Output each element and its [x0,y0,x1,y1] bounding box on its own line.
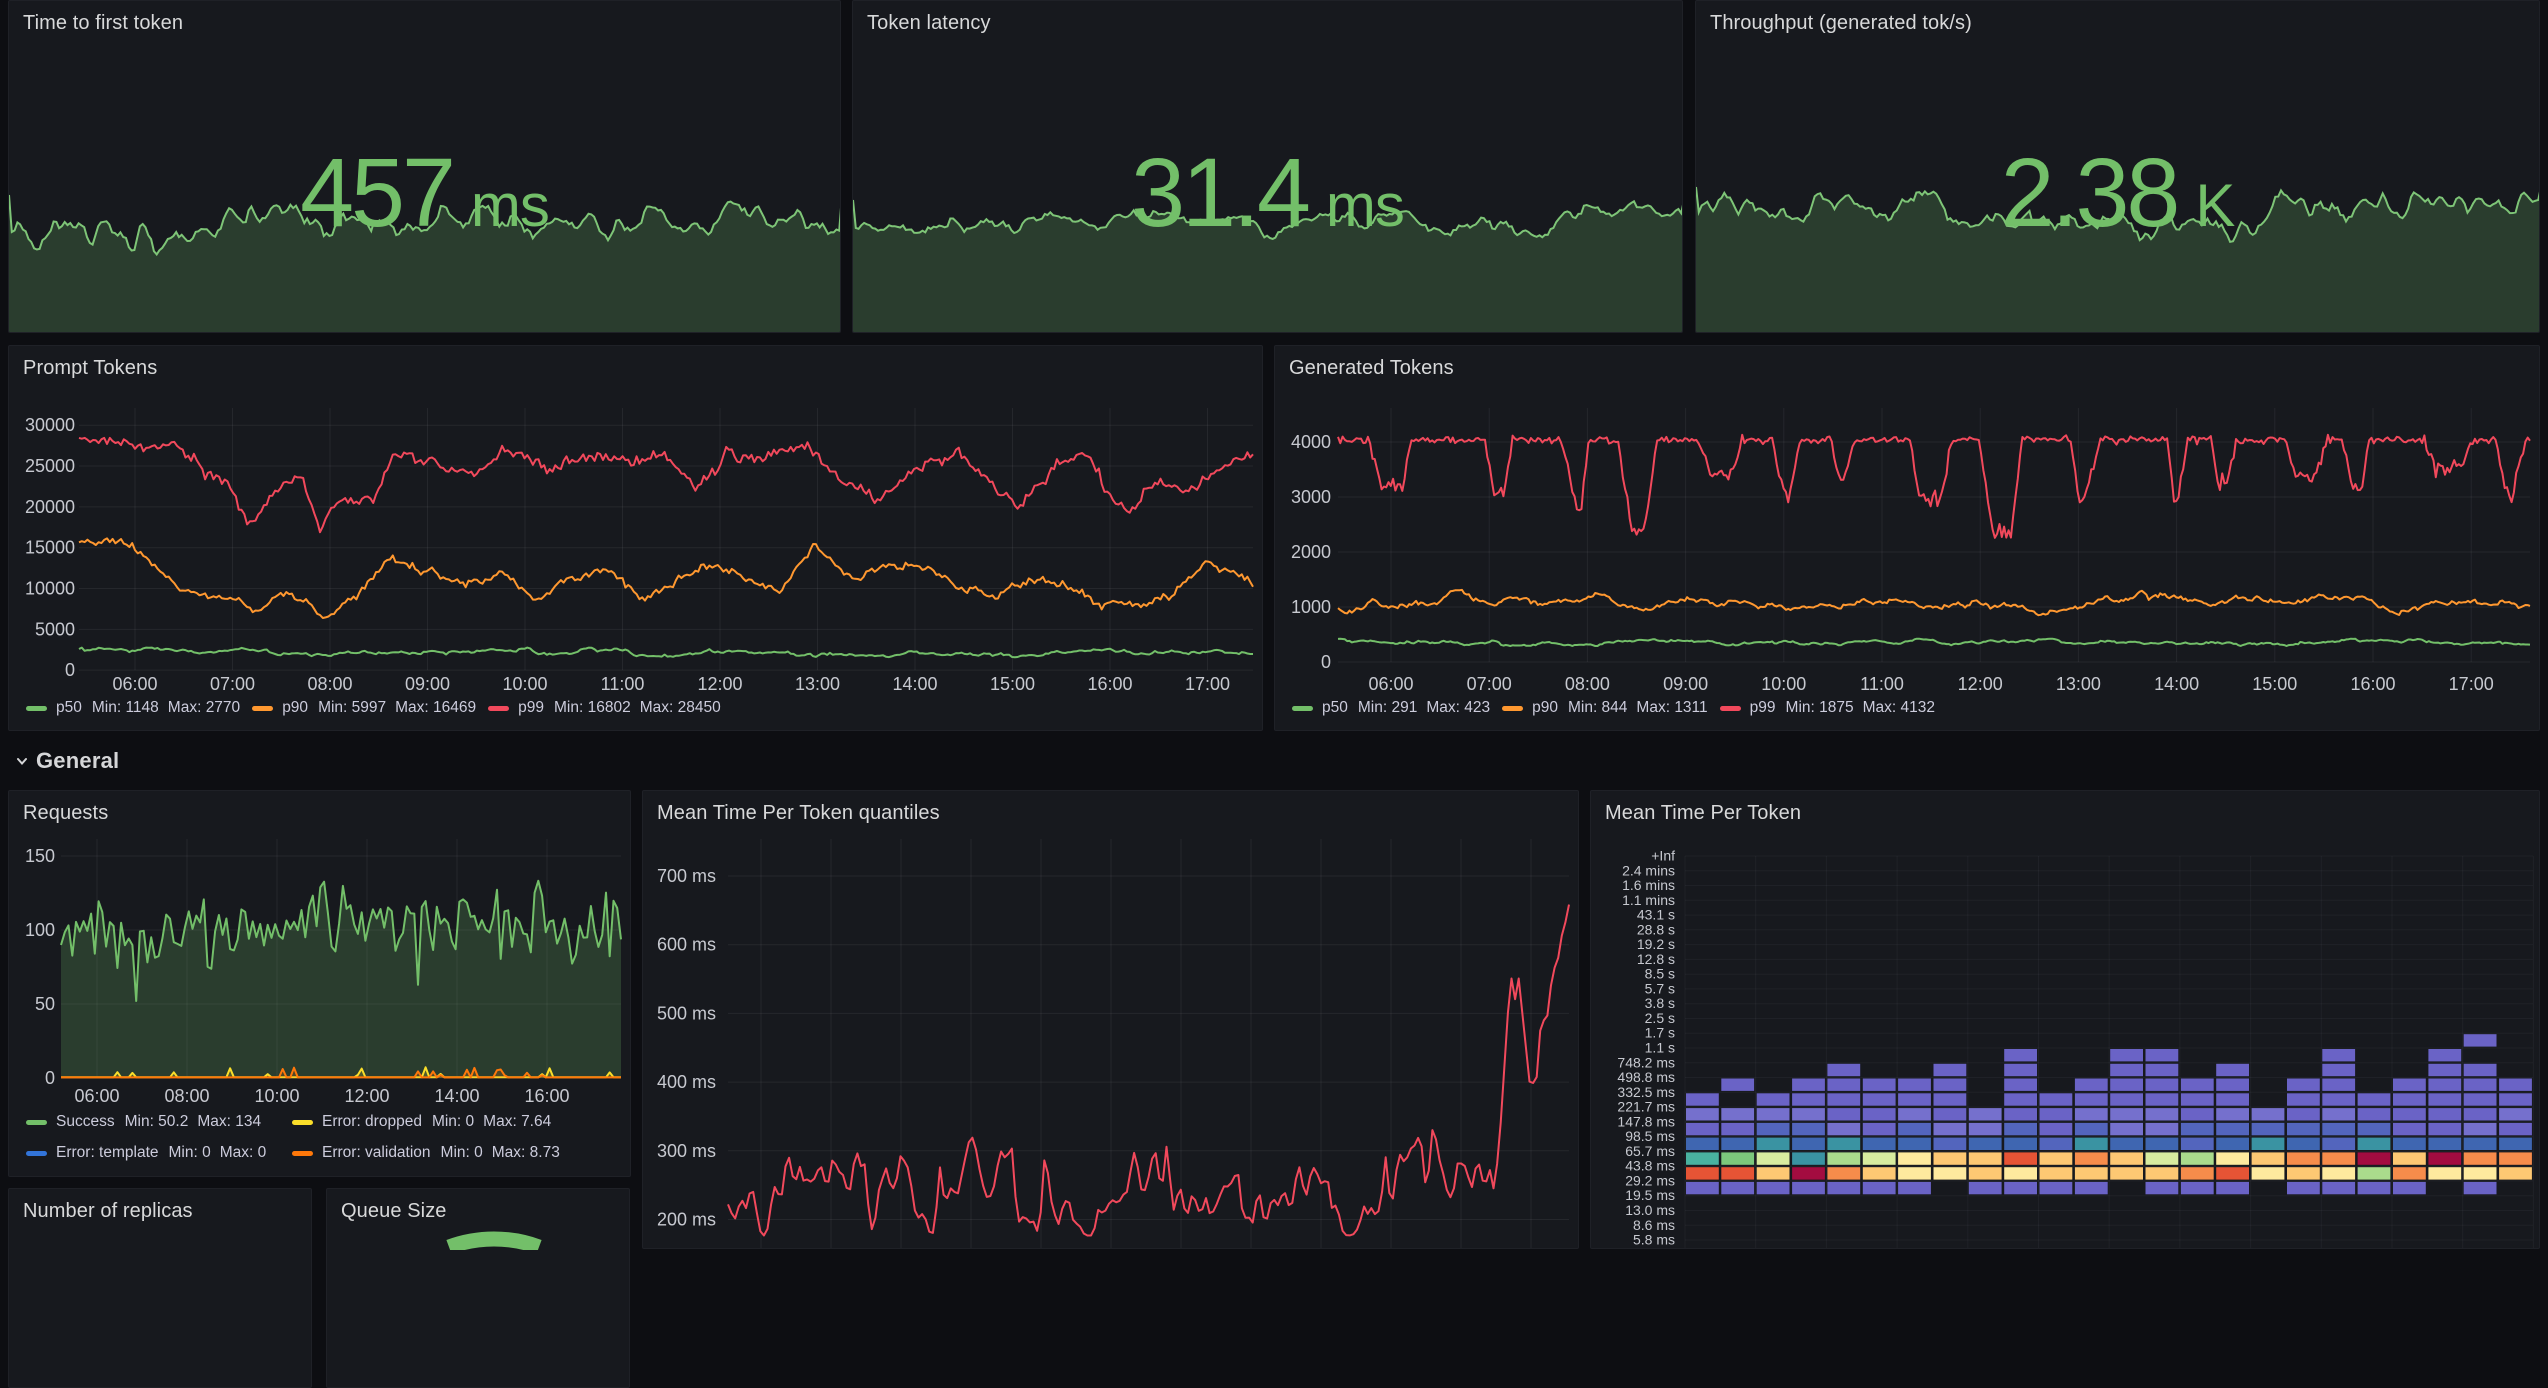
svg-text:43.8 ms: 43.8 ms [1625,1158,1675,1174]
svg-text:748.2 ms: 748.2 ms [1617,1054,1675,1070]
svg-text:14:00: 14:00 [2154,674,2199,694]
svg-text:28.8 s: 28.8 s [1637,921,1675,937]
svg-text:06:00: 06:00 [112,674,157,694]
svg-text:500 ms: 500 ms [657,1003,716,1023]
svg-text:11:00: 11:00 [601,674,645,694]
svg-text:12:00: 12:00 [697,674,742,694]
svg-text:0: 0 [1321,652,1331,672]
svg-text:200 ms: 200 ms [657,1210,716,1230]
svg-text:08:00: 08:00 [1565,674,1610,694]
svg-text:5000: 5000 [35,619,75,639]
svg-text:100: 100 [25,920,55,940]
svg-text:4000: 4000 [1291,432,1331,452]
svg-text:400 ms: 400 ms [657,1072,716,1092]
svg-text:5.7 s: 5.7 s [1645,980,1675,996]
svg-text:0: 0 [45,1068,55,1088]
svg-text:3000: 3000 [1291,487,1331,507]
svg-text:10:00: 10:00 [1761,674,1806,694]
svg-text:8.6 ms: 8.6 ms [1633,1217,1675,1233]
svg-text:1000: 1000 [1291,597,1331,617]
svg-text:09:00: 09:00 [1663,674,1708,694]
svg-text:1.1 s: 1.1 s [1645,1040,1675,1056]
svg-text:2000: 2000 [1291,542,1331,562]
svg-text:2.4 mins: 2.4 mins [1622,862,1675,878]
svg-text:11:00: 11:00 [1860,674,1904,694]
svg-text:2.5 s: 2.5 s [1645,1010,1675,1026]
svg-text:25000: 25000 [25,456,75,476]
svg-text:29.2 ms: 29.2 ms [1625,1172,1675,1188]
svg-text:14:00: 14:00 [892,674,937,694]
svg-text:700 ms: 700 ms [657,866,716,886]
svg-text:20000: 20000 [25,497,75,517]
svg-text:13.0 ms: 13.0 ms [1625,1202,1675,1218]
svg-text:10000: 10000 [25,579,75,599]
svg-text:0: 0 [65,660,75,680]
svg-text:332.5 ms: 332.5 ms [1617,1084,1675,1100]
svg-text:65.7 ms: 65.7 ms [1625,1143,1675,1159]
svg-text:14:00: 14:00 [434,1086,479,1106]
svg-text:07:00: 07:00 [1467,674,1512,694]
svg-text:19.5 ms: 19.5 ms [1625,1187,1675,1203]
svg-text:221.7 ms: 221.7 ms [1617,1099,1675,1115]
svg-text:10:00: 10:00 [254,1086,299,1106]
svg-text:5.8 ms: 5.8 ms [1633,1232,1675,1248]
svg-text:8.5 s: 8.5 s [1645,966,1675,982]
svg-text:50: 50 [35,994,55,1014]
svg-text:+Inf: +Inf [1651,848,1675,864]
svg-text:498.8 ms: 498.8 ms [1617,1069,1675,1085]
svg-text:30000: 30000 [25,415,75,435]
svg-text:600 ms: 600 ms [657,935,716,955]
svg-text:13:00: 13:00 [2056,674,2101,694]
svg-text:08:00: 08:00 [307,674,352,694]
svg-text:07:00: 07:00 [210,674,255,694]
svg-text:1.1 mins: 1.1 mins [1622,892,1675,908]
svg-text:150: 150 [25,846,55,866]
svg-text:09:00: 09:00 [405,674,450,694]
svg-text:06:00: 06:00 [74,1086,119,1106]
svg-text:17:00: 17:00 [1185,674,1230,694]
svg-text:12.8 s: 12.8 s [1637,951,1675,967]
svg-text:06:00: 06:00 [1368,674,1413,694]
svg-text:16:00: 16:00 [1087,674,1132,694]
svg-text:16:00: 16:00 [524,1086,569,1106]
svg-text:43.1 s: 43.1 s [1637,907,1675,923]
svg-text:16:00: 16:00 [2350,674,2395,694]
svg-text:1.6 mins: 1.6 mins [1622,877,1675,893]
svg-text:17:00: 17:00 [2449,674,2494,694]
svg-text:147.8 ms: 147.8 ms [1617,1113,1675,1129]
svg-text:10:00: 10:00 [502,674,547,694]
svg-text:08:00: 08:00 [164,1086,209,1106]
svg-text:19.2 s: 19.2 s [1637,936,1675,952]
svg-text:12:00: 12:00 [344,1086,389,1106]
svg-text:1.7 s: 1.7 s [1645,1025,1675,1041]
svg-text:98.5 ms: 98.5 ms [1625,1128,1675,1144]
svg-text:15:00: 15:00 [990,674,1035,694]
svg-text:12:00: 12:00 [1958,674,2003,694]
svg-text:13:00: 13:00 [795,674,840,694]
svg-text:300 ms: 300 ms [657,1141,716,1161]
svg-text:15:00: 15:00 [2252,674,2297,694]
svg-text:3.8 s: 3.8 s [1645,995,1675,1011]
svg-text:15000: 15000 [25,538,75,558]
